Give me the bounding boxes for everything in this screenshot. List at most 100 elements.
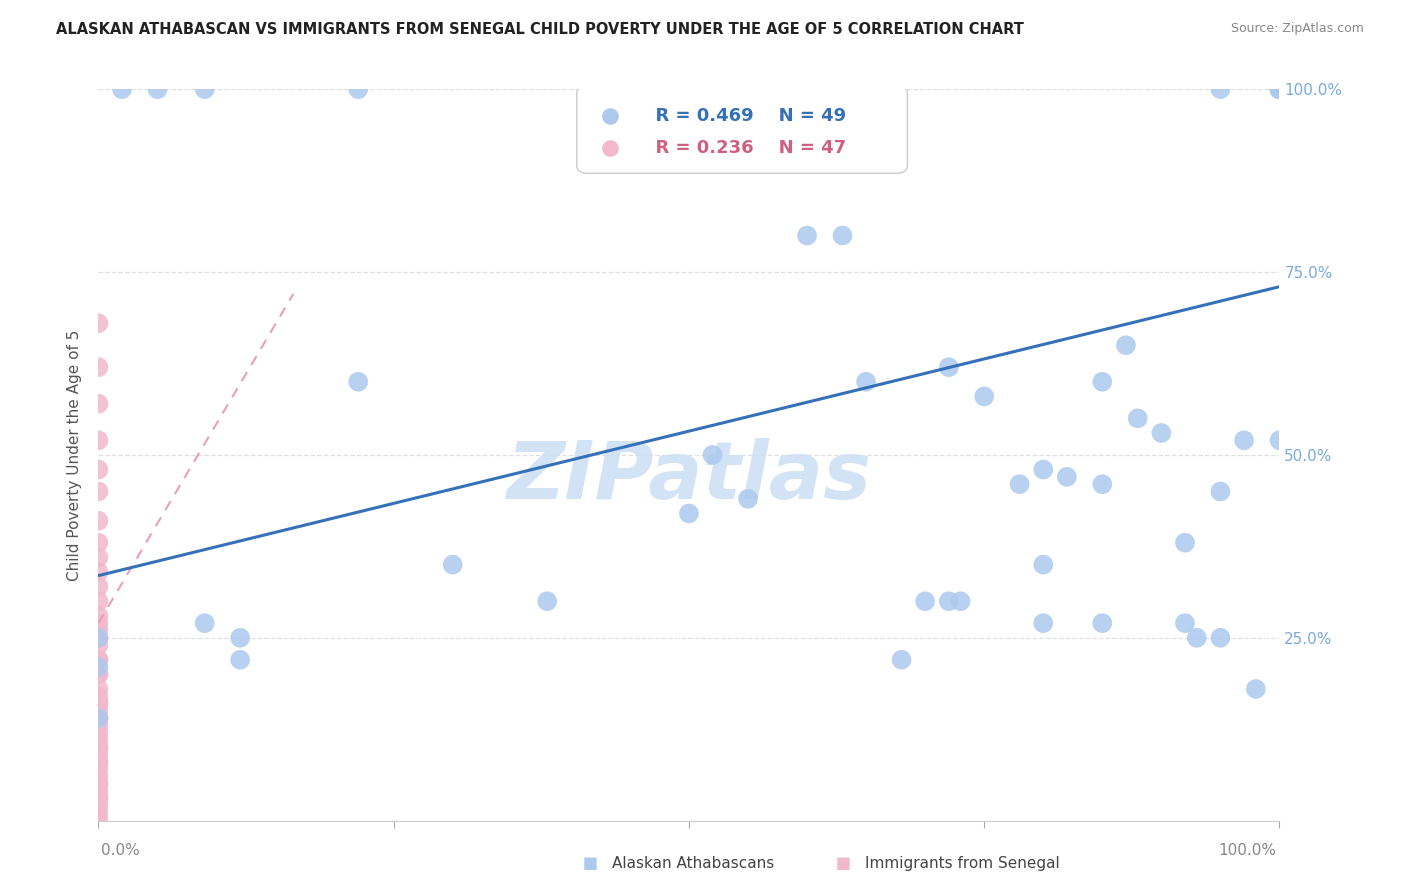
- Point: [87, 484, 110, 499]
- Point: [1091, 477, 1114, 491]
- Point: [87, 594, 110, 608]
- Point: [1091, 616, 1114, 631]
- Point: [87, 718, 110, 732]
- Point: [87, 624, 110, 638]
- Point: [1150, 425, 1173, 440]
- Point: [441, 558, 464, 572]
- Point: [1032, 558, 1054, 572]
- Text: Immigrants from Senegal: Immigrants from Senegal: [865, 856, 1060, 871]
- Point: [87, 616, 110, 631]
- Point: [87, 791, 110, 805]
- Point: [1115, 338, 1137, 352]
- Point: [87, 784, 110, 798]
- Point: [1091, 375, 1114, 389]
- Point: [229, 631, 252, 645]
- Point: [737, 491, 759, 506]
- Point: [1032, 462, 1054, 476]
- Point: [87, 697, 110, 711]
- Point: [87, 814, 110, 828]
- Text: 0.0%: 0.0%: [101, 843, 141, 858]
- Point: [194, 82, 217, 96]
- Point: [87, 704, 110, 718]
- Point: [87, 462, 110, 476]
- Point: [87, 791, 110, 805]
- Text: ALASKAN ATHABASCAN VS IMMIGRANTS FROM SENEGAL CHILD POVERTY UNDER THE AGE OF 5 C: ALASKAN ATHABASCAN VS IMMIGRANTS FROM SE…: [56, 22, 1024, 37]
- Point: [87, 660, 110, 674]
- Point: [87, 711, 110, 725]
- Point: [87, 360, 110, 375]
- Point: [87, 711, 110, 725]
- Y-axis label: Child Poverty Under the Age of 5: Child Poverty Under the Age of 5: [67, 329, 83, 581]
- Point: [87, 777, 110, 791]
- Text: Alaskan Athabascans: Alaskan Athabascans: [612, 856, 773, 871]
- Point: [890, 653, 912, 667]
- Point: [914, 594, 936, 608]
- Point: [1268, 82, 1291, 96]
- Point: [87, 755, 110, 769]
- Text: ▪: ▪: [835, 852, 852, 875]
- Point: [87, 316, 110, 330]
- Point: [1268, 82, 1291, 96]
- Point: [87, 550, 110, 565]
- Point: [87, 580, 110, 594]
- Point: [87, 631, 110, 645]
- Point: [1268, 82, 1291, 96]
- Point: [678, 507, 700, 521]
- Point: [599, 109, 621, 123]
- Point: [1174, 616, 1197, 631]
- Point: [1056, 470, 1078, 484]
- Point: [1209, 82, 1232, 96]
- Point: [938, 594, 960, 608]
- Point: [87, 565, 110, 579]
- Point: [1209, 484, 1232, 499]
- Point: [949, 594, 972, 608]
- Point: [1233, 434, 1256, 448]
- Point: [87, 434, 110, 448]
- Point: [194, 616, 217, 631]
- Text: Source: ZipAtlas.com: Source: ZipAtlas.com: [1230, 22, 1364, 36]
- Point: [87, 711, 110, 725]
- Point: [87, 733, 110, 747]
- Point: [973, 389, 995, 403]
- Point: [347, 82, 370, 96]
- Point: [87, 667, 110, 681]
- Point: [87, 631, 110, 645]
- Point: [1268, 82, 1291, 96]
- Point: [146, 82, 169, 96]
- Point: [87, 697, 110, 711]
- Point: [87, 755, 110, 769]
- Point: [87, 740, 110, 755]
- Text: R = 0.236    N = 47: R = 0.236 N = 47: [643, 139, 846, 157]
- Point: [87, 806, 110, 821]
- Text: ZIPatlas: ZIPatlas: [506, 438, 872, 516]
- Point: [855, 375, 877, 389]
- Text: R = 0.469    N = 49: R = 0.469 N = 49: [643, 107, 846, 125]
- Point: [831, 228, 853, 243]
- Point: [87, 740, 110, 755]
- Point: [1126, 411, 1149, 425]
- Point: [87, 608, 110, 623]
- Point: [1268, 434, 1291, 448]
- Point: [87, 514, 110, 528]
- Point: [87, 653, 110, 667]
- Point: [87, 799, 110, 814]
- Point: [87, 777, 110, 791]
- Point: [347, 375, 370, 389]
- Point: [87, 726, 110, 740]
- Point: [1244, 681, 1267, 696]
- Point: [87, 770, 110, 784]
- Point: [702, 448, 724, 462]
- FancyBboxPatch shape: [576, 86, 907, 173]
- Point: [87, 690, 110, 704]
- Point: [938, 360, 960, 375]
- Point: [1032, 616, 1054, 631]
- Point: [796, 228, 818, 243]
- Point: [87, 653, 110, 667]
- Point: [87, 535, 110, 549]
- Point: [111, 82, 134, 96]
- Text: ▪: ▪: [582, 852, 599, 875]
- Point: [87, 397, 110, 411]
- Point: [599, 141, 621, 155]
- Point: [1008, 477, 1031, 491]
- Point: [87, 667, 110, 681]
